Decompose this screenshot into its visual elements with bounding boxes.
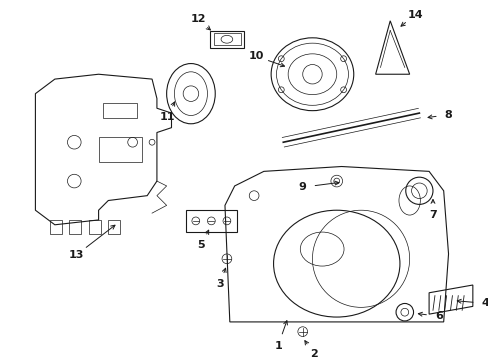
Text: 9: 9 [298, 182, 306, 192]
Text: 10: 10 [248, 51, 264, 62]
Text: 4: 4 [481, 298, 488, 308]
Text: 11: 11 [159, 112, 175, 122]
Text: 1: 1 [274, 341, 282, 351]
Text: 7: 7 [428, 210, 436, 220]
Text: 2: 2 [309, 349, 317, 359]
Text: 8: 8 [444, 110, 451, 120]
Text: 6: 6 [434, 311, 442, 321]
Text: 14: 14 [407, 10, 422, 20]
Text: 13: 13 [68, 250, 84, 260]
Text: 5: 5 [197, 240, 204, 250]
Text: 12: 12 [190, 14, 205, 24]
Text: 3: 3 [215, 279, 223, 289]
